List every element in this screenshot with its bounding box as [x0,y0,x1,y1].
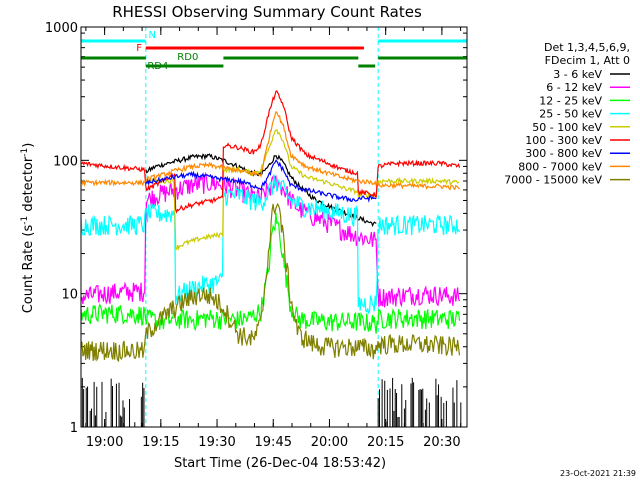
legend-entry-label: 50 - 100 keV [532,121,602,134]
x-tick-label: 20:00 [311,435,348,450]
legend-entry-label: 7000 - 15000 keV [504,174,602,187]
series-line-5 [80,90,461,214]
legend-entry-label: 12 - 25 keV [539,94,602,107]
x-tick-label: 20:30 [423,435,460,450]
x-tick-label: 19:45 [255,435,292,450]
y-tick-label: 10 [61,288,78,303]
generation-timestamp: 23-Oct-2021 21:39 [560,469,636,478]
series-line-3 [80,174,461,315]
series-line-7 [80,111,460,191]
y-tick-label: 100 [53,154,78,169]
legend: Det 1,3,4,5,6,9, FDecim 1, Att 0 3 - 6 k… [504,41,630,187]
y-tick-label: 1000 [45,21,78,36]
y-axis-label: Count Rate (s-1 detector-1) [20,143,36,314]
flag-label-rd4: RD4 [147,61,168,72]
flag-label-rd0: RD0 [177,52,198,63]
series-lines [80,90,461,363]
legend-entry-label: 300 - 800 keV [525,147,602,160]
legend-entry-label: 25 - 50 keV [539,108,602,121]
x-tick-label: 19:30 [198,435,235,450]
legend-header-decimation: FDecim 1, Att 0 [545,54,630,67]
x-tick-label: 20:15 [367,435,404,450]
series-line-6 [145,159,377,203]
y-tick-label: 1 [70,421,78,436]
x-tick-label: 19:00 [86,435,123,450]
series-line-8 [80,202,461,363]
series-line-4 [145,129,460,251]
legend-entry-label: 3 - 6 keV [553,68,602,81]
x-tick-label: 19:15 [142,435,179,450]
observing-flags: NF RD0 RD4 [81,30,467,72]
y-tick-labels: 1 10 100 1000 [45,21,78,436]
legend-header-detectors: Det 1,3,4,5,6,9, [544,41,630,54]
plot-frame [80,26,468,428]
legend-entry-label: 800 - 7000 keV [518,160,602,173]
series-line-1 [80,171,461,308]
x-tick-labels: 19:00 19:15 19:30 19:45 20:00 20:15 20:30 [86,435,461,450]
chart-title: RHESSI Observing Summary Count Rates [112,3,422,21]
legend-entry-label: 6 - 12 keV [546,81,602,94]
flag-label-n: N [148,30,155,41]
legend-entry-label: 100 - 300 keV [525,134,602,147]
series-line-2 [80,212,461,334]
x-axis-label: Start Time (26-Dec-04 18:53:42) [174,456,386,471]
flag-label-f: F [136,43,142,54]
